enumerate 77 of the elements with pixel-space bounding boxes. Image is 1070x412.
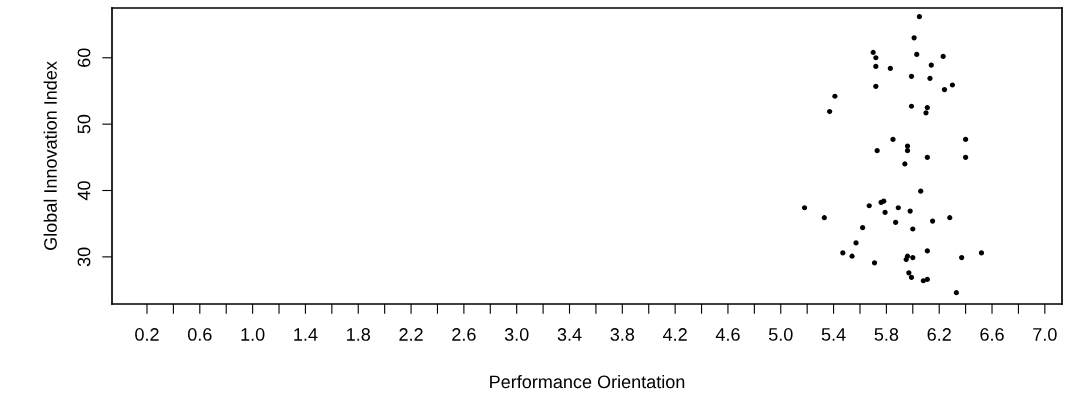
point xyxy=(908,274,915,281)
point xyxy=(916,14,922,20)
point xyxy=(930,218,936,224)
point xyxy=(870,49,876,56)
point xyxy=(907,208,913,214)
x-tick-label: 3.8 xyxy=(610,328,635,341)
x-tick-label: 1.4 xyxy=(294,328,318,341)
point xyxy=(893,219,899,225)
y-axis-title: Global Innovation Index xyxy=(43,61,57,250)
x-axis-title: Performance Orientation xyxy=(490,375,685,389)
point xyxy=(910,254,916,261)
point xyxy=(882,209,888,216)
point xyxy=(906,270,912,276)
x-tick-label: 6.2 xyxy=(927,328,951,341)
point xyxy=(941,87,948,93)
point xyxy=(947,215,953,221)
point xyxy=(959,254,965,261)
point xyxy=(914,51,920,58)
point xyxy=(978,250,985,256)
point xyxy=(911,35,917,41)
point xyxy=(903,256,909,263)
point xyxy=(953,290,959,296)
point xyxy=(949,82,956,88)
point xyxy=(890,136,896,143)
x-tick-label: 7.0 xyxy=(1033,328,1057,341)
point xyxy=(924,154,930,160)
point xyxy=(918,188,924,194)
point xyxy=(840,250,846,256)
point xyxy=(873,55,879,61)
point xyxy=(866,203,872,209)
x-tick-label: 6.6 xyxy=(980,328,1004,341)
point xyxy=(871,260,878,266)
x-tick-label: 4.6 xyxy=(715,328,740,341)
y-tick-label: 60 xyxy=(77,48,91,67)
point xyxy=(827,108,833,115)
point xyxy=(874,148,880,154)
x-tick-label: 0.6 xyxy=(187,328,212,341)
point xyxy=(924,104,930,111)
x-tick-label: 0.2 xyxy=(135,328,159,341)
x-tick-label: 2.2 xyxy=(399,328,423,341)
point xyxy=(923,110,929,116)
x-tick-label: 5.8 xyxy=(874,328,899,341)
point xyxy=(924,276,930,283)
point xyxy=(801,205,808,211)
x-tick-label: 2.6 xyxy=(452,328,476,341)
x-tick-label: 3.0 xyxy=(504,328,529,341)
y-tick-label: 30 xyxy=(77,247,91,267)
x-tick-label: 1.8 xyxy=(347,328,371,341)
point xyxy=(821,215,827,221)
y-tick-label: 50 xyxy=(77,114,91,134)
point xyxy=(873,83,879,89)
point xyxy=(895,205,901,211)
point xyxy=(910,226,916,232)
point xyxy=(908,73,915,79)
point xyxy=(904,148,911,154)
point xyxy=(873,63,879,69)
point xyxy=(928,62,934,68)
point xyxy=(904,143,911,149)
point xyxy=(832,93,838,99)
point xyxy=(849,253,855,259)
point xyxy=(963,154,969,160)
point xyxy=(887,65,893,71)
x-tick-label: 4.2 xyxy=(663,328,687,341)
point xyxy=(902,161,908,167)
x-tick-label: 3.4 xyxy=(557,328,582,341)
point xyxy=(963,136,969,143)
point xyxy=(908,103,915,109)
x-tick-label: 5.4 xyxy=(821,328,846,341)
point xyxy=(860,225,866,231)
y-tick-label: 40 xyxy=(77,181,91,201)
x-tick-label: 5.0 xyxy=(768,328,793,341)
point xyxy=(853,240,859,246)
point xyxy=(940,53,946,60)
text: 1.0 xyxy=(241,328,265,341)
point xyxy=(927,75,933,81)
point xyxy=(924,248,930,254)
point xyxy=(920,278,926,284)
